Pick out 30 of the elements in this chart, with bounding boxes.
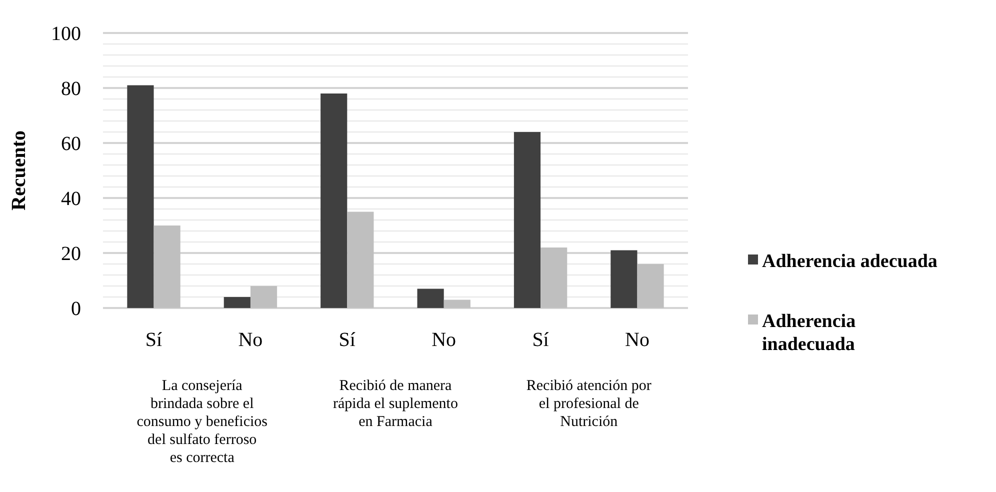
y-tick-label: 80 bbox=[61, 78, 81, 100]
bar bbox=[514, 132, 541, 308]
bar bbox=[154, 226, 180, 308]
y-tick-label: 40 bbox=[61, 188, 81, 210]
bar bbox=[320, 94, 348, 308]
x-tick-label: No bbox=[238, 329, 263, 351]
x-tick-label: Sí bbox=[338, 329, 356, 351]
bar bbox=[444, 300, 470, 308]
y-tick-label: 100 bbox=[51, 23, 81, 45]
x-tick-label: No bbox=[432, 329, 456, 351]
bar bbox=[610, 250, 638, 308]
y-axis-title: Recuento bbox=[8, 130, 30, 210]
legend-label: Adherencia adecuada bbox=[762, 251, 938, 272]
text: Recibió atención por el profesional de Nutrición bbox=[526, 378, 652, 430]
bar bbox=[224, 297, 250, 308]
bar bbox=[250, 286, 278, 308]
bar bbox=[540, 248, 568, 308]
legend-label: Adherencia inadecuada bbox=[762, 311, 856, 355]
bar bbox=[127, 85, 154, 308]
bar bbox=[417, 288, 444, 308]
text: Recibió de manera rápida el suplemento en Farmacia bbox=[333, 378, 458, 430]
bar bbox=[637, 264, 664, 308]
x-tick-label: No bbox=[625, 329, 650, 351]
x-tick-label: Sí bbox=[532, 329, 550, 351]
text: La consejería brindada sobre el consumo y beneficios del sulfato ferroso es correcta bbox=[136, 378, 268, 466]
y-tick-label: 0 bbox=[71, 298, 81, 320]
y-tick-label: 20 bbox=[61, 243, 81, 265]
y-tick-label: 60 bbox=[61, 133, 81, 155]
x-tick-label: Sí bbox=[145, 329, 163, 351]
bar bbox=[347, 212, 374, 308]
